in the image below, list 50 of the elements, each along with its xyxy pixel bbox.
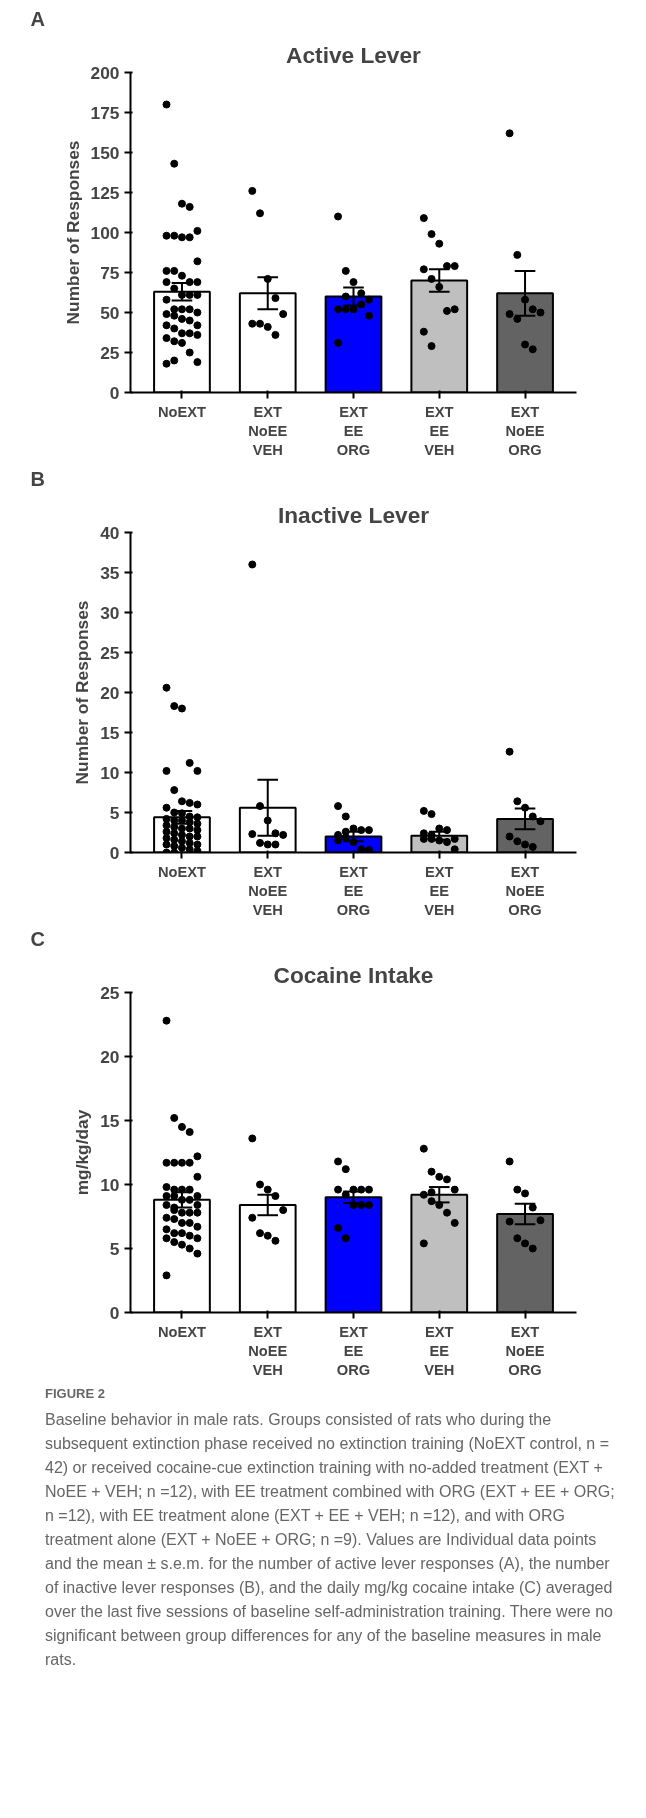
caption: FIGURE 2 (45, 1385, 106, 1403)
y-tick-label: 10 (100, 762, 120, 783)
y-tick-label: 0 (109, 1302, 120, 1323)
text: B (30, 467, 45, 490)
y-tick-label: 25 (100, 982, 120, 1003)
y-tick-label: 5 (109, 802, 120, 823)
y-tick-label: 5 (109, 1238, 120, 1259)
y-tick-label: 25 (100, 642, 120, 663)
x-tick-label: NoEXT (157, 1323, 207, 1340)
text: Baseline behavior in male rats. Groups consisted of rats who during the subsequent extinction phase received no extinction training (NoEXT control, n = 42) or received cocaine-cue extinction training with no-added treatment (EXT + NoEE + VEH; n =12), with EE treatment combined with ORG (EXT + EE + ORG; n =12), with EE treatment alone (EXT + EE + VEH; n =12), and with ORG treatment alone (EXT + NoEE + ORG; n =9). Values are Individual data points and the mean ± s.e.m. for the number of active lever responses (A), the number of inactive lever responses (B), and the daily mg/kg cocaine intake (C) averaged over the last five sessions of baseline self-administration training. There were no significant between group differences for any of the baseline measures in male rats. (45, 1410, 615, 1668)
y-tick-label: 100 (90, 222, 120, 243)
x-tick-label: EXT NoEE ORG (505, 1323, 545, 1378)
y-tick-label: 10 (100, 1174, 120, 1195)
x-tick-label: EXT EE VEH (424, 863, 455, 918)
x-tick-label: EXT EE ORG (336, 863, 371, 918)
y-tick-label: 20 (100, 682, 120, 703)
y-tick-label: 40 (100, 522, 120, 543)
y-tick-label: 15 (100, 722, 120, 743)
y-axis-title: mg/kg/day (72, 1109, 93, 1196)
y-tick-label: 15 (100, 1110, 120, 1131)
chart-title: Inactive Lever (277, 501, 430, 528)
y-axis-title: Number of Responses (62, 140, 83, 325)
text: A (30, 7, 45, 30)
y-tick-label: 75 (100, 262, 120, 283)
y-tick-label: 175 (90, 102, 120, 123)
y-tick-label: 30 (100, 602, 120, 623)
x-tick-label: EXT NoEE ORG (505, 863, 545, 918)
x-tick-label: NoEXT (157, 403, 207, 420)
y-tick-label: 0 (109, 382, 120, 403)
x-tick-label: EXT NoEE VEH (248, 1323, 288, 1378)
y-tick-label: 25 (100, 342, 120, 363)
x-tick-label: EXT EE ORG (336, 1323, 371, 1378)
x-tick-label: EXT NoEE ORG (505, 403, 545, 458)
y-tick-label: 20 (100, 1046, 120, 1067)
y-tick-label: 150 (90, 142, 120, 163)
y-tick-label: 50 (100, 302, 120, 323)
chart-title: Cocaine Intake (273, 961, 434, 988)
y-tick-label: 0 (109, 842, 120, 863)
y-tick-label: 200 (90, 62, 120, 83)
x-tick-label: EXT EE VEH (424, 1323, 455, 1378)
x-tick-label: EXT EE ORG (336, 403, 371, 458)
text: C (30, 927, 45, 950)
x-tick-label: EXT EE VEH (424, 403, 455, 458)
y-tick-label: 35 (100, 562, 120, 583)
x-tick-label: EXT NoEE VEH (248, 863, 288, 918)
y-axis-title: Number of Responses (72, 600, 93, 785)
chart-title: Active Lever (286, 41, 422, 68)
y-tick-label: 125 (90, 182, 120, 203)
x-tick-label: NoEXT (157, 863, 207, 880)
x-tick-label: EXT NoEE VEH (248, 403, 288, 458)
